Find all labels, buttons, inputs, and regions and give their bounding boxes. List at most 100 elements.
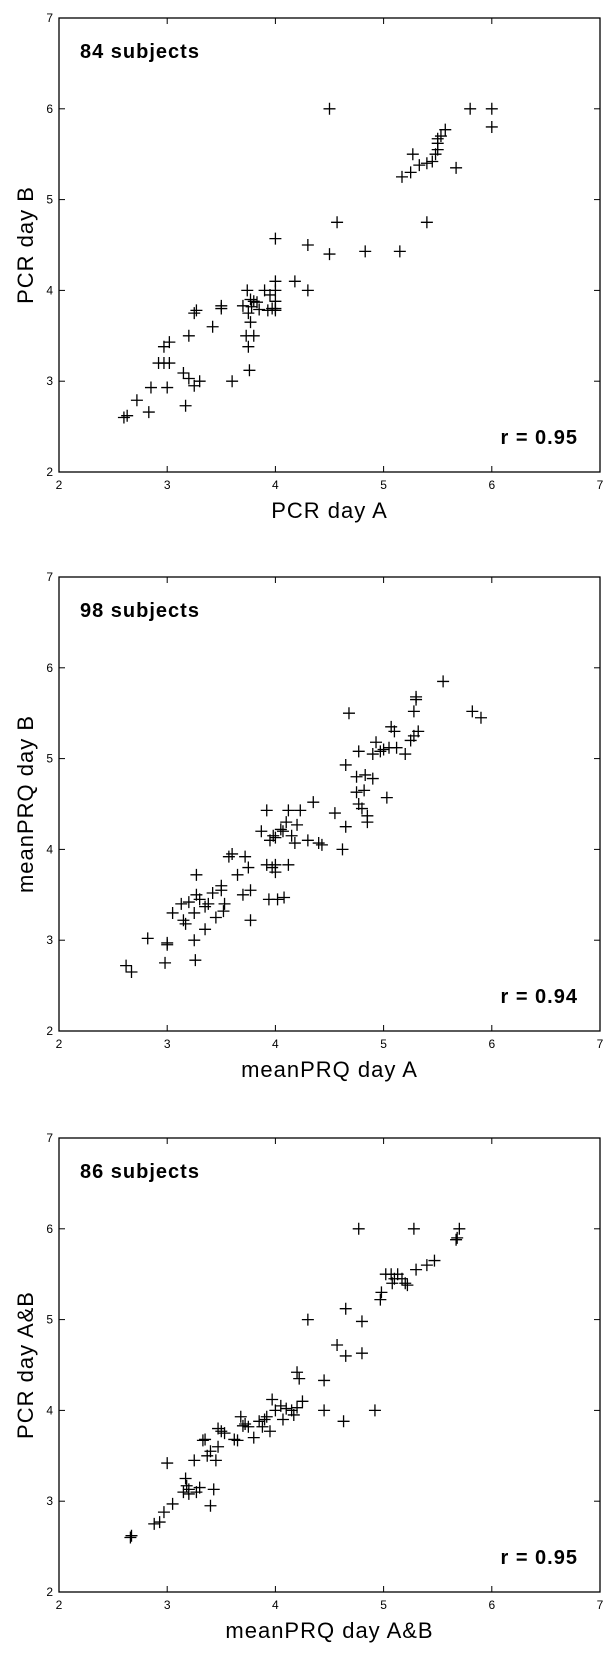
data-point (260, 804, 273, 817)
data-point (377, 743, 390, 756)
data-point (399, 748, 412, 761)
data-point (361, 809, 374, 822)
y-tick-label: 5 (46, 1313, 53, 1327)
data-point (148, 1517, 161, 1530)
data-point (404, 166, 417, 179)
data-point (393, 245, 406, 258)
data-point (242, 861, 255, 874)
data-point (199, 923, 212, 936)
data-point (453, 1222, 466, 1235)
y-tick-label: 7 (46, 570, 53, 584)
data-point (355, 1347, 368, 1360)
data-point (222, 850, 235, 863)
data-point (267, 829, 280, 842)
data-point (426, 155, 439, 168)
data-point (336, 843, 349, 856)
y-tick-label: 3 (46, 1494, 53, 1508)
data-point (352, 745, 365, 758)
data-point (236, 1419, 249, 1432)
y-tick-label: 5 (46, 752, 53, 766)
data-point (464, 102, 477, 115)
data-point (247, 295, 260, 308)
data-point (280, 816, 293, 829)
data-point (239, 850, 252, 863)
data-point (291, 1401, 304, 1414)
x-tick-label: 6 (488, 1598, 495, 1612)
data-point (439, 123, 452, 136)
data-point (301, 834, 314, 847)
data-point (247, 329, 260, 342)
correlation-annotation: r = 0.95 (500, 1547, 578, 1569)
data-point (121, 409, 134, 422)
data-point (231, 868, 244, 881)
data-point (202, 897, 215, 910)
scatter-panel-1: 2 3 4 5 6 7 2 3 4 5 6 7 PCR day A PCR day B 84 subject… (13, 11, 604, 523)
data-point (420, 157, 433, 170)
data-point (407, 705, 420, 718)
data-point (355, 802, 368, 815)
data-point (209, 1454, 222, 1467)
data-point (117, 411, 130, 424)
data-point (244, 914, 257, 927)
correlation-annotation: r = 0.95 (500, 427, 578, 449)
data-point (431, 132, 444, 145)
data-point (241, 284, 254, 297)
data-point (339, 1349, 352, 1362)
data-point (399, 1277, 412, 1290)
data-point (294, 804, 307, 817)
y-tick-label: 4 (46, 1403, 53, 1417)
data-point (474, 711, 487, 724)
data-point (390, 741, 403, 754)
data-point (451, 1231, 464, 1244)
data-point (236, 888, 249, 901)
subjects-annotation: 98 subjects (80, 600, 200, 622)
data-point (239, 1418, 252, 1431)
data-point (206, 320, 219, 333)
x-tick-label: 6 (488, 478, 495, 492)
data-point (331, 216, 344, 229)
data-point (301, 284, 314, 297)
data-point (301, 239, 314, 251)
x-tick-label: 4 (272, 1598, 279, 1612)
data-point (434, 130, 447, 143)
data-point (163, 336, 176, 349)
data-point (374, 745, 387, 758)
data-point (368, 1404, 381, 1417)
data-point (269, 831, 282, 844)
correlation-annotation: r = 0.94 (500, 986, 578, 1008)
data-point (166, 1497, 179, 1510)
data-point (370, 736, 383, 749)
data-point (179, 1472, 192, 1485)
data-point (161, 381, 174, 394)
scatter-panel-2: 2 3 4 5 6 7 2 3 4 5 6 7 meanPRQ day A meanPRQ day B 98… (13, 570, 604, 1082)
x-tick-label: 4 (272, 478, 279, 492)
y-tick-label: 3 (46, 374, 53, 388)
data-point (244, 316, 257, 329)
data-point (255, 825, 268, 838)
data-point (124, 1531, 137, 1544)
data-point (288, 837, 301, 850)
x-tick-label: 7 (597, 478, 604, 492)
x-tick-label: 2 (56, 1598, 63, 1612)
data-point (161, 936, 174, 949)
data-point (350, 770, 363, 783)
x-axis-label: PCR day A (271, 498, 388, 523)
x-tick-label: 5 (380, 1037, 387, 1051)
data-point (407, 1222, 420, 1235)
data-point (291, 1366, 304, 1379)
data-point (130, 394, 143, 407)
data-point (380, 791, 393, 804)
data-point (142, 406, 155, 419)
data-point (276, 825, 289, 838)
data-point (485, 102, 498, 115)
data-point (266, 1393, 279, 1406)
data-point (163, 357, 176, 370)
data-point (274, 1399, 287, 1412)
data-point (450, 1233, 463, 1246)
data-point (188, 934, 201, 947)
data-point (234, 1410, 247, 1423)
data-point (269, 232, 282, 245)
data-point (166, 906, 179, 919)
data-point (318, 1374, 331, 1387)
data-point (193, 1481, 206, 1494)
